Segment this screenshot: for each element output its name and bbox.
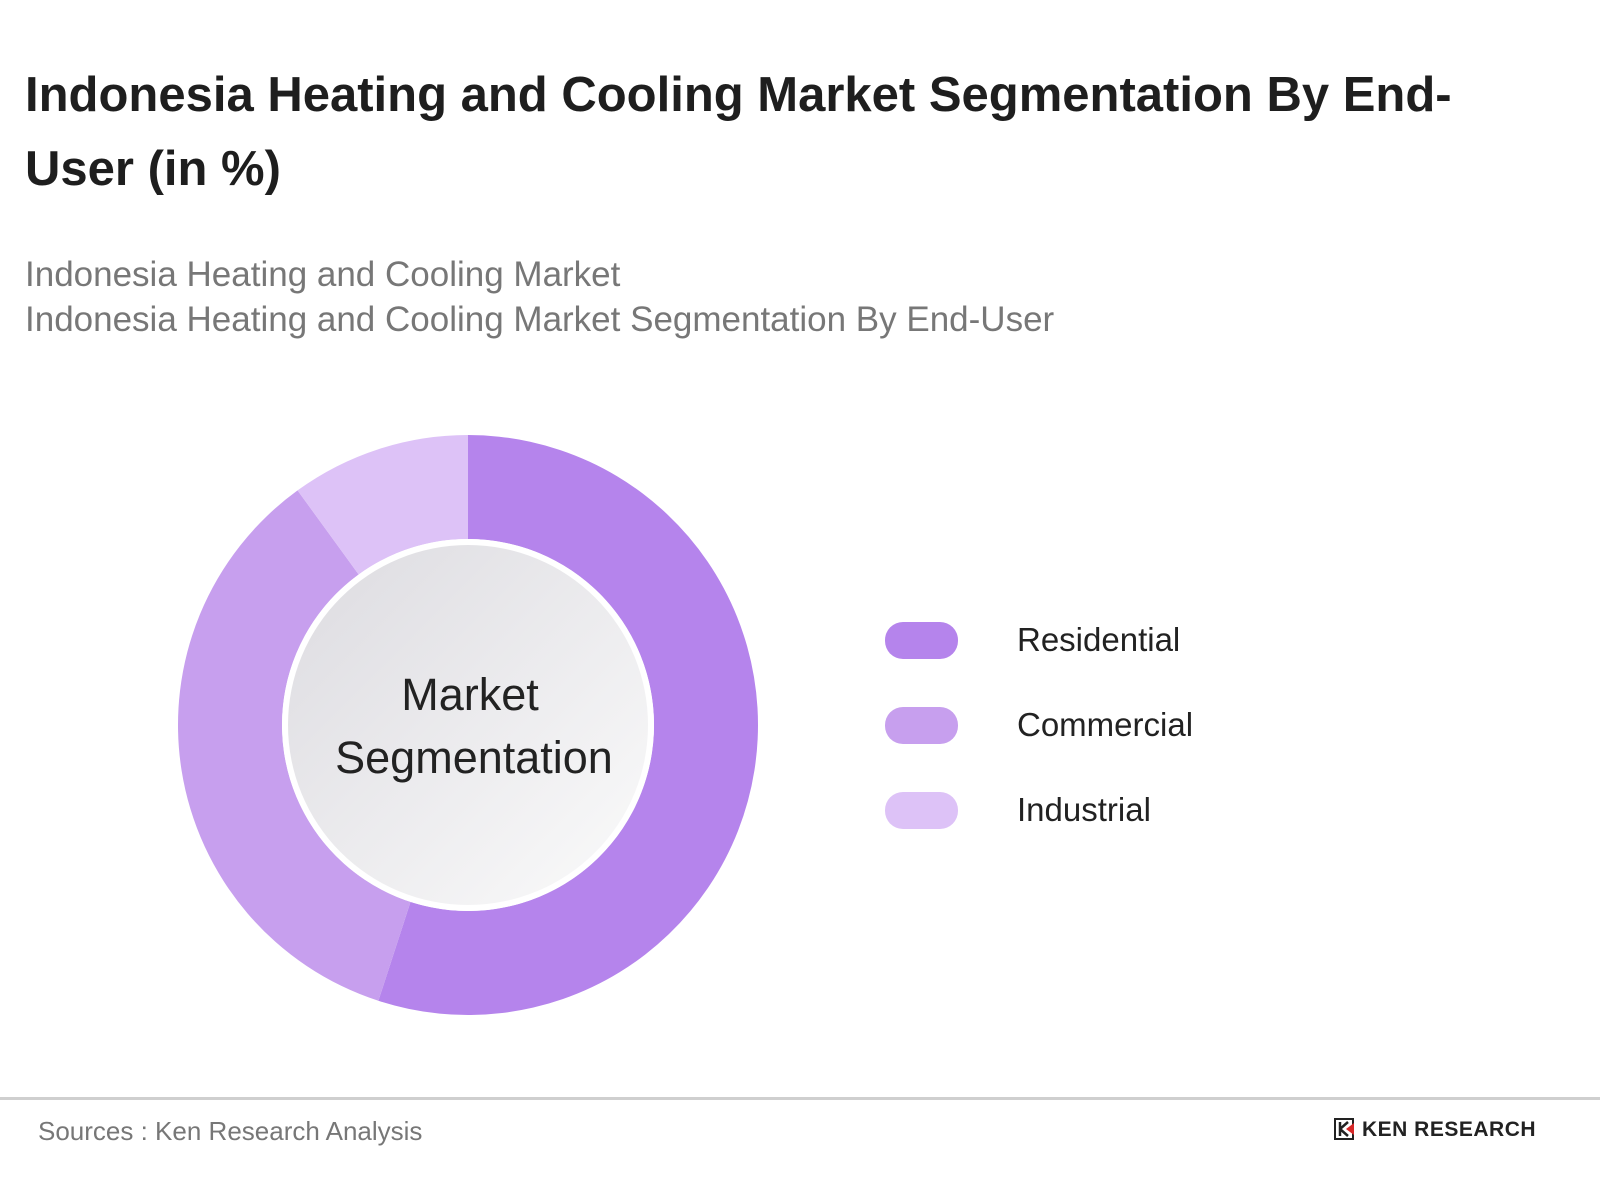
logo-text: KEN RESEARCH	[1362, 1118, 1537, 1141]
legend-item-industrial: Industrial	[885, 790, 1285, 830]
legend-item-residential: Residential	[885, 620, 1285, 660]
legend-label: Residential	[1017, 621, 1181, 658]
legend-swatch	[885, 707, 958, 744]
footer-divider	[0, 1097, 1600, 1100]
slice-commercial	[177, 490, 411, 1001]
donut-chart: Market Segmentation	[177, 435, 758, 1015]
center-label-2: Segmentation	[335, 732, 613, 783]
center-disc	[288, 545, 648, 905]
ken-logo-icon	[1334, 1118, 1354, 1140]
legend-swatch	[885, 792, 958, 829]
slice-industrial	[297, 435, 468, 575]
legend-swatch	[885, 622, 958, 659]
legend-item-commercial: Commercial	[885, 705, 1285, 745]
ken-research-logo: KEN RESEARCH	[1334, 1118, 1536, 1142]
chart-subtitle-1: Indonesia Heating and Cooling Market	[25, 255, 621, 294]
chart-subtitle-2: Indonesia Heating and Cooling Market Seg…	[25, 300, 1055, 339]
legend-label: Commercial	[1017, 706, 1194, 743]
legend-label: Industrial	[1017, 791, 1151, 828]
source-note: Sources : Ken Research Analysis	[38, 1116, 423, 1146]
slice-residential	[378, 435, 758, 1015]
chart-title: Indonesia Heating and Cooling Market Seg…	[25, 68, 1452, 196]
center-label-1: Market	[401, 669, 539, 720]
